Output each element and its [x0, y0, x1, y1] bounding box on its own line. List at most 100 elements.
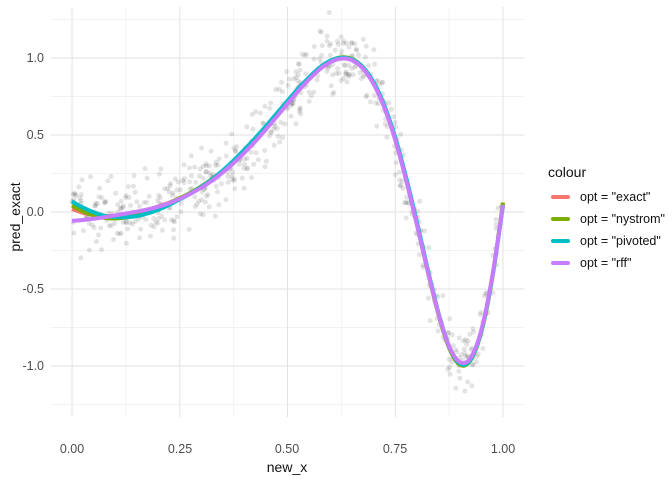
scatter-point: [403, 215, 409, 221]
scatter-point: [262, 148, 268, 153]
scatter-point: [196, 198, 202, 204]
scatter-point: [229, 176, 235, 182]
scatter-point: [297, 67, 303, 73]
scatter-point: [445, 330, 451, 336]
scatter-point: [92, 203, 98, 209]
scatter-point: [293, 75, 299, 80]
legend-label-rff: opt = "rff": [580, 256, 632, 270]
scatter-point: [477, 312, 483, 318]
scatter-point: [206, 163, 212, 169]
legend-label-nystrom: opt = "nystrom": [580, 212, 665, 226]
scatter-point: [277, 139, 283, 145]
scatter-point: [347, 71, 352, 77]
scatter-point: [425, 295, 431, 301]
scatter-point: [326, 10, 332, 15]
scatter-point: [93, 203, 98, 209]
y-tick-label: 1.0: [26, 51, 44, 65]
scatter-point: [205, 192, 211, 198]
scatter-point: [132, 219, 138, 225]
scatter-point: [295, 72, 301, 78]
scatter-point: [76, 184, 82, 190]
scatter-point: [274, 126, 280, 131]
scatter-point: [332, 47, 338, 53]
scatter-point: [166, 189, 172, 195]
scatter-point: [111, 237, 116, 243]
scatter-point: [440, 293, 446, 299]
scatter-point: [400, 185, 406, 191]
scatter-point: [192, 204, 198, 210]
scatter-point: [371, 47, 377, 53]
scatter-point: [464, 341, 470, 347]
scatter-point: [392, 172, 398, 178]
scatter-point: [377, 81, 382, 87]
scatter-point: [330, 72, 336, 78]
scatter-point: [372, 61, 378, 67]
scatter-point: [134, 199, 140, 205]
scatter-point: [354, 47, 360, 53]
scatter-point: [311, 89, 317, 95]
scatter-point: [249, 112, 255, 117]
scatter-point: [114, 230, 120, 236]
scatter-point: [117, 205, 123, 211]
scatter-point: [130, 183, 136, 189]
scatter-point: [465, 379, 471, 385]
scatter-point: [128, 203, 133, 208]
scatter-point: [469, 383, 475, 389]
scatter-point: [213, 162, 219, 168]
scatter-point: [231, 176, 237, 182]
scatter-point: [242, 156, 248, 162]
scatter-point: [446, 356, 452, 362]
legend-swatch-exact-icon: [551, 195, 570, 199]
scatter-point: [188, 173, 194, 179]
scatter-point: [162, 186, 168, 192]
scatter-point: [343, 40, 349, 46]
scatter-point: [276, 86, 282, 92]
scatter-point: [380, 80, 385, 86]
scatter-point: [203, 169, 209, 175]
scatter-point: [142, 166, 148, 172]
scatter-point: [475, 351, 481, 357]
scatter-point: [177, 187, 183, 193]
scatter-point: [102, 199, 108, 205]
scatter-point: [397, 177, 403, 183]
scatter-point: [71, 230, 77, 236]
scatter-point: [299, 51, 305, 57]
scatter-point: [445, 366, 451, 372]
scatter-point: [197, 166, 203, 172]
scatter-point: [138, 226, 144, 232]
scatter-point: [225, 179, 231, 185]
y-axis-title: pred_exact: [7, 182, 23, 252]
scatter-point: [344, 79, 350, 85]
scatter-point: [96, 194, 102, 200]
scatter-point: [155, 197, 160, 203]
scatter-point: [376, 101, 381, 107]
scatter-point: [207, 170, 213, 176]
scatter-point: [464, 353, 470, 359]
scatter-point: [72, 190, 77, 196]
x-tick-label: 0.75: [382, 442, 408, 456]
scatter-point: [331, 89, 337, 95]
scatter-point: [159, 213, 165, 219]
scatter-point: [197, 211, 203, 217]
scatter-point: [471, 329, 476, 335]
scatter-point: [273, 87, 279, 93]
scatter-point: [153, 219, 159, 225]
scatter-point: [204, 163, 210, 169]
scatter-point: [230, 169, 236, 175]
scatter-point: [392, 120, 398, 126]
scatter-point: [162, 217, 168, 223]
scatter-point: [328, 83, 334, 89]
scatter-point: [188, 153, 194, 159]
scatter-point: [172, 176, 178, 182]
scatter-point: [470, 326, 476, 332]
legend: colour opt = "exact" opt = "nystrom" opt…: [548, 164, 665, 277]
scatter-point: [146, 193, 152, 199]
scatter-point: [311, 44, 317, 49]
scatter-point: [236, 161, 242, 167]
scatter-point: [379, 79, 385, 85]
scatter-point: [319, 43, 325, 49]
scatter-point: [225, 174, 231, 180]
scatter-point: [253, 150, 259, 156]
scatter-point: [215, 162, 221, 168]
scatter-point: [135, 216, 141, 222]
